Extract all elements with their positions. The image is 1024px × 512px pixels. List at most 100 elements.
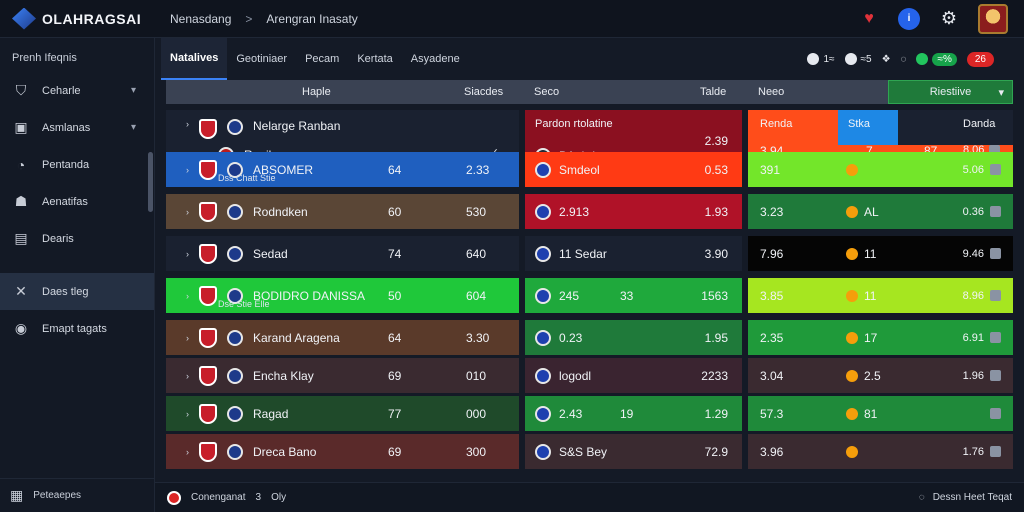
team-cell[interactable]: › Dreca Bano 69 300 <box>166 434 519 469</box>
row-value-control[interactable]: 8.96 <box>963 290 1001 302</box>
team-cell[interactable]: › Karand Aragena 64 3.30 <box>166 320 519 355</box>
table-row[interactable]: › ABSOMER Dss Chatt Stie 64 2.33 Smdeol 0.53 39… <box>166 152 1013 187</box>
live-icon <box>846 205 858 218</box>
sidebar-item-dearis[interactable]: ▤ Dearis <box>0 220 154 257</box>
refresh-icon: ◌ <box>900 53 907 65</box>
sidebar-footer[interactable]: ▦ Peteaepes <box>0 478 155 512</box>
expand-icon[interactable]: › <box>186 206 189 217</box>
sidebar-item-pentanda[interactable]: ◔ Pentanda <box>0 146 154 183</box>
live-cell[interactable]: 3.85 11 8.96 <box>748 278 1013 313</box>
team-badge-icon <box>227 443 243 460</box>
team-cell[interactable]: › Encha Klay 69 010 <box>166 358 519 393</box>
sidebar-item-ceharle[interactable]: ⛉ Ceharle ▾ <box>0 72 154 109</box>
gear-icon[interactable]: ⚙ <box>940 8 958 28</box>
info-icon[interactable]: i <box>898 7 920 30</box>
row-value-control[interactable]: 5.06 <box>963 164 1001 176</box>
odds-cell[interactable]: 2.43 19 1.29 <box>525 396 742 431</box>
table-row[interactable]: › Encha Klay 69 010 logodl 2233 3.04 2.5 1.96 <box>166 358 1013 393</box>
live-filter-button[interactable]: Riestiive ▾ <box>888 80 1013 104</box>
column-header[interactable]: Siacdes <box>464 86 504 98</box>
column-header[interactable]: Neeo <box>758 86 785 98</box>
row-value-control[interactable]: 1.96 <box>963 370 1001 382</box>
odds-cell[interactable]: Smdeol 0.53 <box>525 152 742 187</box>
expand-icon[interactable]: › <box>186 408 189 419</box>
odds-cell[interactable]: logodl 2233 <box>525 358 742 393</box>
live-cell[interactable]: 3.04 2.5 1.96 <box>748 358 1013 393</box>
row-value-control[interactable]: 6.91 <box>963 332 1001 344</box>
tab-geotiniaer[interactable]: Geotiniaer <box>236 53 288 65</box>
team-cell[interactable]: › Rodndken 60 530 <box>166 194 519 229</box>
expand-icon[interactable]: › <box>186 164 189 175</box>
live-cell[interactable]: 3.96 1.76 <box>748 434 1013 469</box>
refresh-action[interactable]: ◌ <box>901 54 907 65</box>
bottom-search[interactable]: ◌ Dessn Heet Teqat <box>918 492 1012 503</box>
table-row[interactable]: › Karand Aragena 64 3.30 0.23 1.95 2.35 17 6.91 <box>166 320 1013 355</box>
team-cell[interactable]: › Sedad 74 640 <box>166 236 519 271</box>
expand-icon[interactable]: › <box>186 248 189 259</box>
clock-action[interactable]: 1≈ <box>807 53 835 65</box>
alerts-badge[interactable]: 26 <box>966 51 994 67</box>
live-value: 3.23 <box>760 204 784 219</box>
odds-cell[interactable]: S&S Bey 72.9 <box>525 434 742 469</box>
breadcrumb-item-current[interactable]: Arengran Inasaty <box>266 11 358 26</box>
team-cell[interactable]: › BODIDRO DANISSA Dse Stie Elle 50 604 <box>166 278 519 313</box>
sidebar-item-asmlanas[interactable]: ▣ Asmlanas ▾ <box>0 109 154 146</box>
row-value-control[interactable]: 1.76 <box>963 446 1001 458</box>
favorites-icon[interactable]: ♥ <box>864 9 874 27</box>
row-value-control[interactable]: 9.46 <box>963 248 1001 260</box>
table-row[interactable]: › Sedad 74 640 11 Sedar 3.90 7.96 11 9.46 <box>166 236 1013 271</box>
star-action[interactable]: ≈5 <box>844 53 872 65</box>
stat-value: 530 <box>466 204 487 219</box>
live-count-badge[interactable]: ≈% <box>916 52 957 66</box>
odds-value: 1563 <box>701 288 728 303</box>
stat-value: 50 <box>388 288 402 303</box>
team-name: BODIDRO DANISSA <box>253 288 366 303</box>
sidebar-item-label: Emapt tagats <box>42 322 107 335</box>
column-header[interactable]: Haple <box>302 86 331 98</box>
tab-asyadene[interactable]: Asyadene <box>410 53 460 65</box>
odds-label: S&S Bey <box>559 444 608 459</box>
odds-cell[interactable]: 245 33 1563 <box>525 278 742 313</box>
filter-action[interactable]: ❖ <box>882 54 891 65</box>
table-row[interactable]: › BODIDRO DANISSA Dse Stie Elle 50 604 245 33 1… <box>166 278 1013 313</box>
live-value-2: AL <box>864 204 879 219</box>
sidebar-item-daes-tleg[interactable]: ✕ Daes tleg <box>0 273 154 310</box>
live-cell[interactable]: 2.35 17 6.91 <box>748 320 1013 355</box>
expand-icon[interactable]: › <box>186 332 189 343</box>
live-cell[interactable]: 391 5.06 <box>748 152 1013 187</box>
odds-cell[interactable]: 2.913 1.93 <box>525 194 742 229</box>
expand-icon[interactable]: › <box>186 119 189 129</box>
expand-icon[interactable]: › <box>186 290 189 301</box>
row-value-control[interactable]: 0.36 <box>963 206 1001 218</box>
tab-kertata[interactable]: Kertata <box>357 53 393 65</box>
logo-icon <box>12 7 36 30</box>
status-text: Conenganat <box>191 492 246 503</box>
expand-icon[interactable]: › <box>186 370 189 381</box>
bottom-bar: Conenganat 3 Oly ◌ Dessn Heet Teqat <box>155 482 1024 512</box>
sidebar-scrollbar[interactable] <box>148 152 153 212</box>
expand-icon[interactable]: › <box>186 446 189 457</box>
tab-pecam[interactable]: Pecam <box>305 53 340 65</box>
live-cell[interactable]: 3.23 AL 0.36 <box>748 194 1013 229</box>
team-cell[interactable]: › ABSOMER Dss Chatt Stie 64 2.33 <box>166 152 519 187</box>
odds-cell[interactable]: 11 Sedar 3.90 <box>525 236 742 271</box>
row-value-control[interactable] <box>984 408 1001 419</box>
table-row[interactable]: › Rodndken 60 530 2.913 1.93 3.23 AL 0.36 <box>166 194 1013 229</box>
column-header[interactable]: Seco <box>534 86 560 98</box>
breadcrumb-item[interactable]: Nenasdang <box>170 11 232 26</box>
table-row[interactable]: › Ragad 77 000 2.43 19 1.29 57.3 81 <box>166 396 1013 431</box>
avatar[interactable] <box>978 3 1008 34</box>
sidebar-item-aenatifas[interactable]: ☗ Aenatifas <box>0 183 154 220</box>
column-header[interactable]: Talde <box>700 86 727 98</box>
tab-natalives[interactable]: Natalives <box>161 38 228 80</box>
live-cell[interactable]: 57.3 81 <box>748 396 1013 431</box>
odds-cell[interactable]: 0.23 1.95 <box>525 320 742 355</box>
live-cell[interactable]: 7.96 11 9.46 <box>748 236 1013 271</box>
team-name: Dreca Bano <box>253 444 317 459</box>
live-value-2: 11 <box>864 246 877 261</box>
odds-label: Smdeol <box>559 162 600 177</box>
table-row[interactable]: › Dreca Bano 69 300 S&S Bey 72.9 3.96 1.76 <box>166 434 1013 469</box>
app-logo[interactable]: OLAHRAGSAI <box>0 7 160 30</box>
team-cell[interactable]: › Ragad 77 000 <box>166 396 519 431</box>
sidebar-item-emapt-tagats[interactable]: ◉ Emapt tagats <box>0 310 154 347</box>
